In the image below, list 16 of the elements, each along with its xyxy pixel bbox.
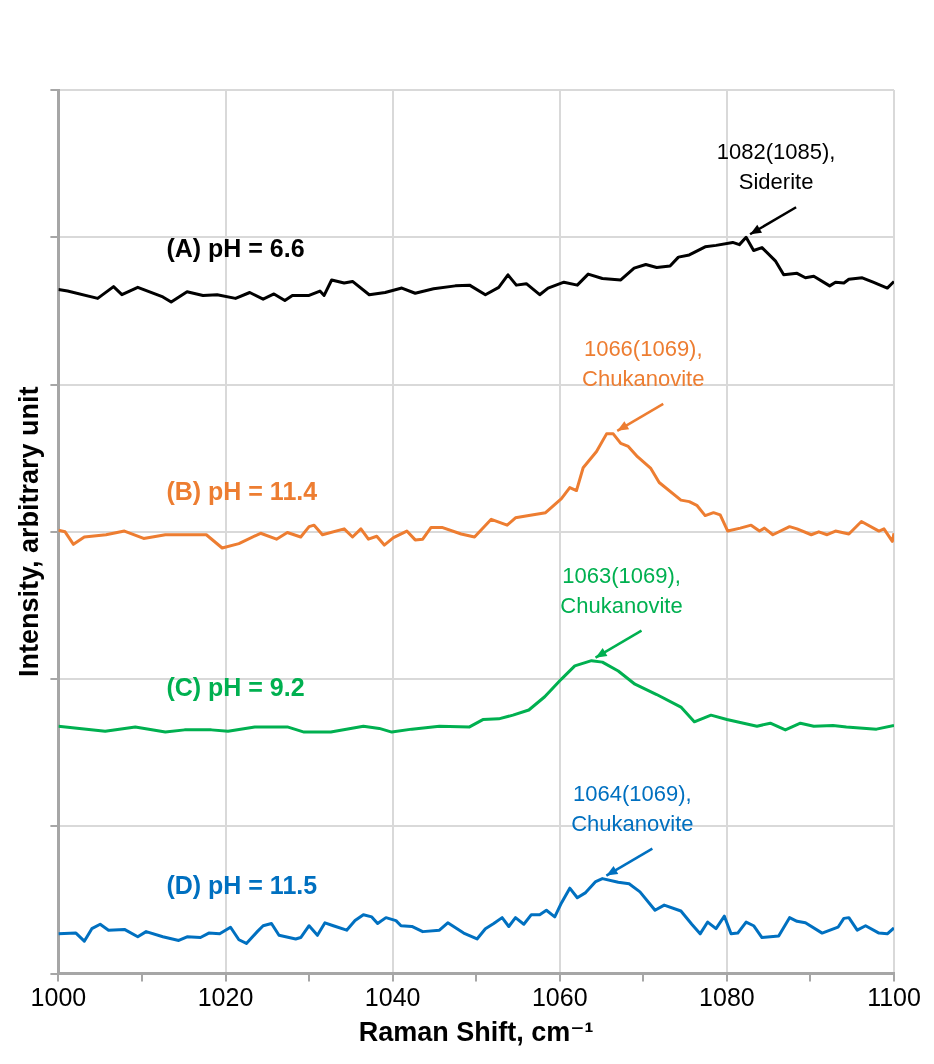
annotation: 1066(1069), Chukanovite xyxy=(582,335,705,391)
x-tick-label: 1060 xyxy=(531,983,588,1012)
x-tick-label: 1080 xyxy=(699,983,755,1012)
series-label: (C) pH = 9.2 xyxy=(166,673,305,702)
x-tick-label: 1040 xyxy=(364,983,421,1012)
x-axis-title: Raman Shift, cm⁻¹ xyxy=(358,1017,594,1048)
x-tick-label: 1020 xyxy=(197,983,254,1012)
series-label: (A) pH = 6.6 xyxy=(166,233,305,262)
annotation: 1063(1069), Chukanovite xyxy=(560,562,683,618)
y-axis-title: Intensity, arbitrary unit xyxy=(13,386,44,678)
annotation: 1064(1069), Chukanovite xyxy=(571,780,694,836)
series-label: (D) pH = 11.5 xyxy=(166,871,318,900)
annotation: 1082(1085), Siderite xyxy=(716,139,836,195)
x-tick-label: 1100 xyxy=(867,983,921,1012)
x-tick-label: 1000 xyxy=(30,983,87,1012)
series-label: (B) pH = 11.4 xyxy=(166,477,318,506)
